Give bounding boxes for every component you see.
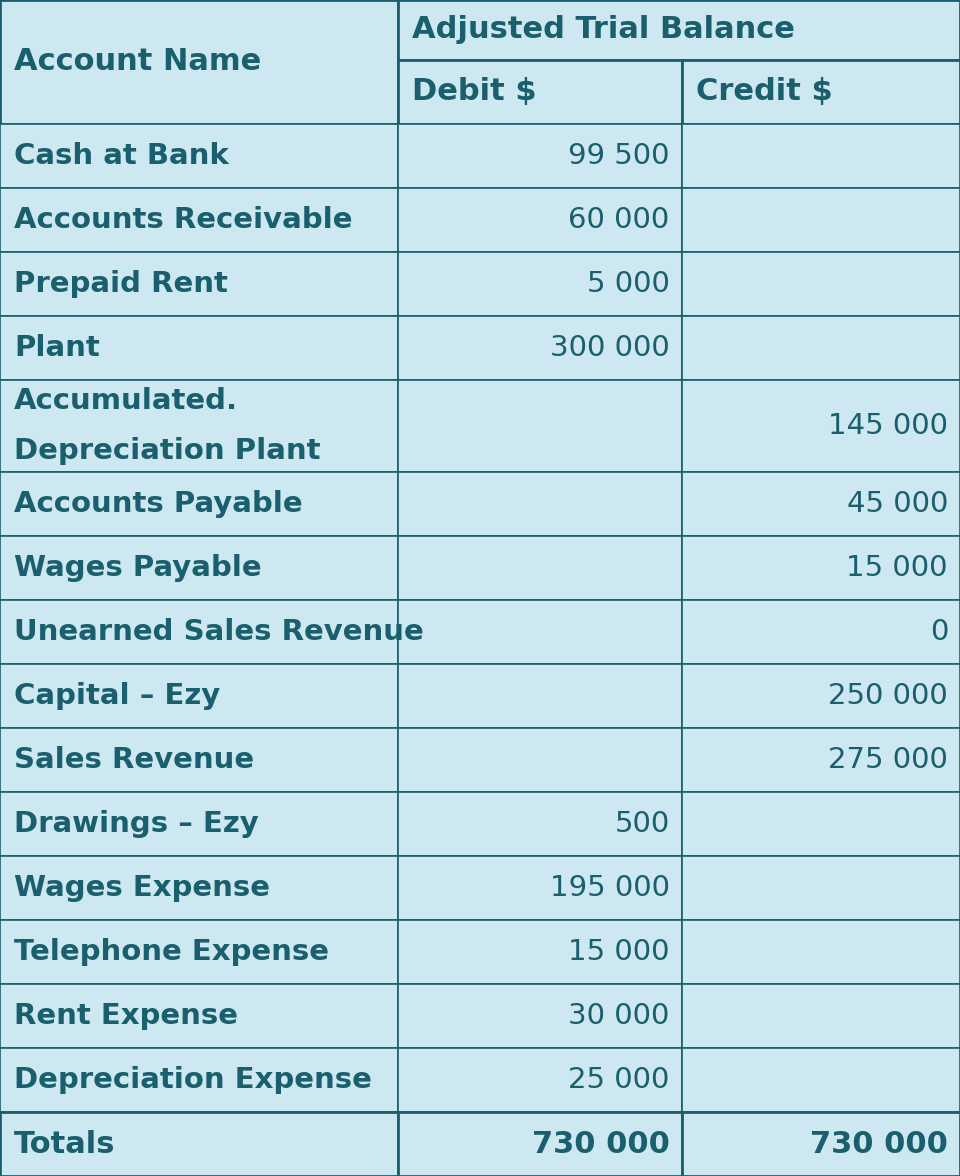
Text: 5 000: 5 000 [587,269,669,298]
Text: 275 000: 275 000 [828,747,948,774]
Text: 99 500: 99 500 [568,142,669,169]
Text: 25 000: 25 000 [568,1067,669,1094]
Bar [682,920,960,984]
Bar [398,252,682,315]
Bar [682,728,960,793]
Text: Sales Revenue: Sales Revenue [14,747,254,774]
Bar [0,536,398,601]
Bar [0,123,398,188]
Text: Telephone Expense: Telephone Expense [14,938,329,967]
Bar [398,123,682,188]
Bar [398,728,682,793]
Text: Drawings – Ezy: Drawings – Ezy [14,810,259,838]
Text: Debit $: Debit $ [413,78,537,106]
Text: Plant: Plant [14,334,100,362]
Bar [682,536,960,601]
Text: 300 000: 300 000 [550,334,669,362]
Bar [682,984,960,1048]
Bar [682,123,960,188]
Text: 145 000: 145 000 [828,412,948,440]
Bar [398,601,682,664]
Bar [398,1112,682,1176]
Text: Cash at Bank: Cash at Bank [14,142,228,169]
Text: 0: 0 [929,619,948,647]
Bar [0,380,398,473]
Text: 500: 500 [614,810,669,838]
Bar [682,380,960,473]
Bar [682,1048,960,1112]
Bar [682,664,960,728]
Bar [398,984,682,1048]
Text: Rent Expense: Rent Expense [14,1002,238,1030]
Text: Wages Payable: Wages Payable [14,554,262,582]
Bar [0,920,398,984]
Text: Accumulated.: Accumulated. [14,387,238,415]
Bar [0,856,398,920]
Text: Accounts Payable: Accounts Payable [14,490,302,519]
Bar [0,0,398,123]
Bar [0,1048,398,1112]
Bar [398,664,682,728]
Bar [398,856,682,920]
Text: 30 000: 30 000 [568,1002,669,1030]
Bar [398,473,682,536]
Bar [682,188,960,252]
Bar [0,473,398,536]
Text: Account Name: Account Name [14,47,261,76]
Text: 15 000: 15 000 [568,938,669,967]
Text: Capital – Ezy: Capital – Ezy [14,682,220,710]
Bar [682,315,960,380]
Text: Unearned Sales Revenue: Unearned Sales Revenue [14,619,423,647]
Bar [682,793,960,856]
Bar [398,60,682,123]
Text: 15 000: 15 000 [847,554,948,582]
Bar [0,315,398,380]
Bar [0,728,398,793]
Bar [0,188,398,252]
Text: Totals: Totals [14,1129,115,1158]
Bar [0,984,398,1048]
Bar [682,60,960,123]
Bar [398,380,682,473]
Text: Wages Expense: Wages Expense [14,874,270,902]
Bar [398,1048,682,1112]
Bar [0,252,398,315]
Text: Credit $: Credit $ [696,78,832,106]
Bar [0,664,398,728]
Bar [682,601,960,664]
Bar [0,1112,398,1176]
Bar [0,601,398,664]
Text: 60 000: 60 000 [568,206,669,234]
Bar [682,473,960,536]
Bar [398,315,682,380]
Bar [682,252,960,315]
Text: Adjusted Trial Balance: Adjusted Trial Balance [413,15,795,45]
Bar [398,793,682,856]
Text: Prepaid Rent: Prepaid Rent [14,269,228,298]
Text: 250 000: 250 000 [828,682,948,710]
Bar [0,793,398,856]
Bar [398,188,682,252]
Text: 730 000: 730 000 [810,1129,948,1158]
Bar [682,1112,960,1176]
Text: Depreciation Plant: Depreciation Plant [14,437,321,466]
Text: 45 000: 45 000 [847,490,948,519]
Bar [398,0,960,60]
Bar [398,920,682,984]
Bar [682,856,960,920]
Text: Depreciation Expense: Depreciation Expense [14,1067,372,1094]
Text: Accounts Receivable: Accounts Receivable [14,206,352,234]
Bar [398,536,682,601]
Text: 195 000: 195 000 [549,874,669,902]
Text: 730 000: 730 000 [532,1129,669,1158]
